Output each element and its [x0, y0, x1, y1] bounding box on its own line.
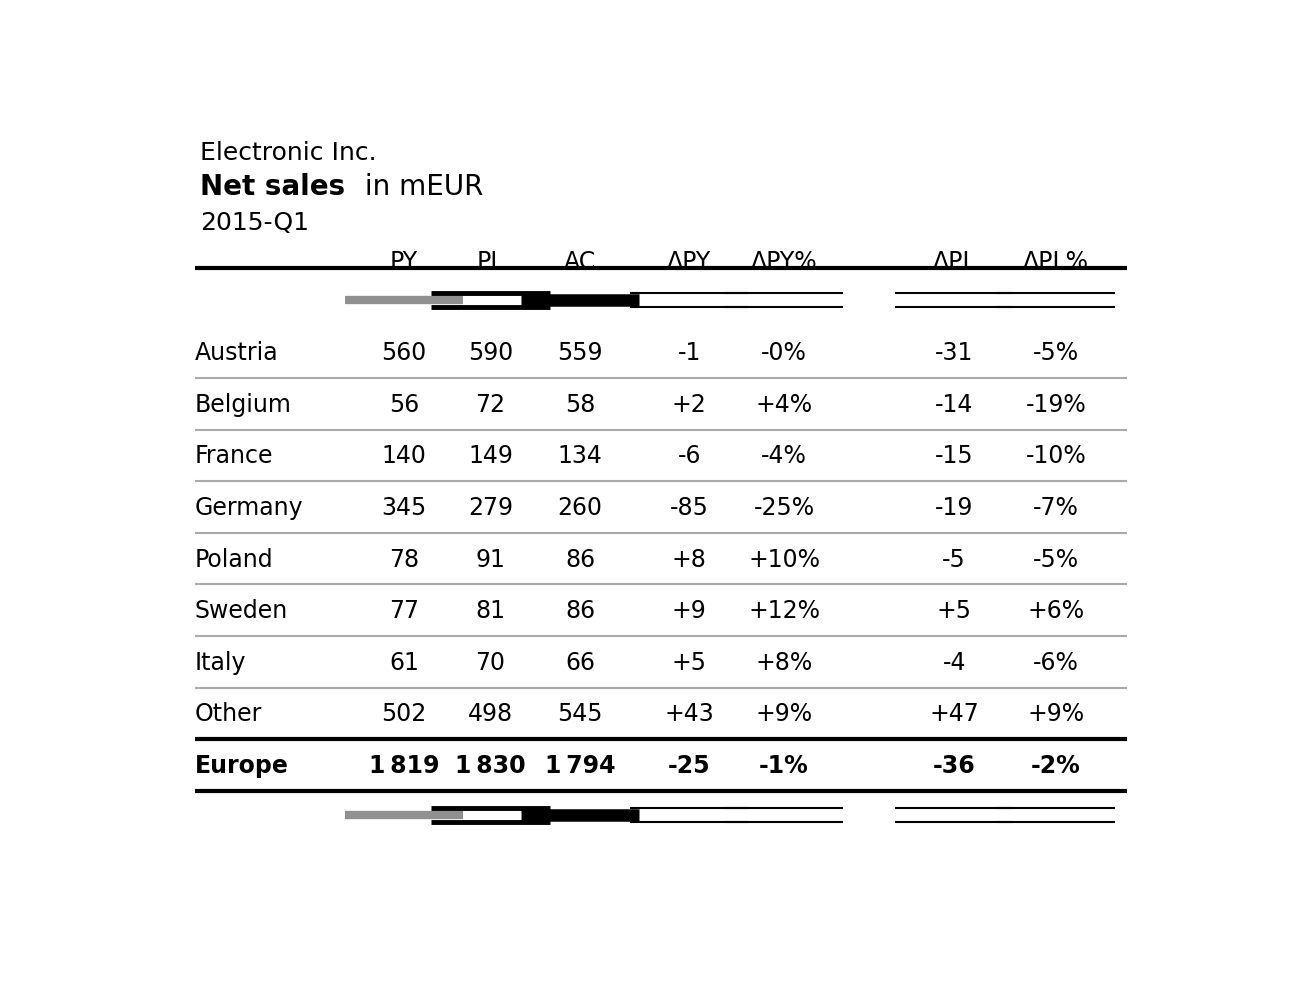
Text: PY: PY — [389, 250, 418, 274]
Text: 66: 66 — [565, 651, 596, 675]
Text: +9%: +9% — [1027, 702, 1085, 726]
Text: ΔPL%: ΔPL% — [1023, 250, 1089, 274]
Text: -19: -19 — [935, 496, 973, 520]
Text: -2%: -2% — [1031, 754, 1081, 778]
Text: 78: 78 — [389, 548, 419, 571]
Text: in mEUR: in mEUR — [356, 172, 484, 201]
Text: 140: 140 — [381, 444, 426, 469]
Text: 502: 502 — [381, 702, 426, 726]
Text: -19%: -19% — [1026, 393, 1086, 417]
Text: -85: -85 — [669, 496, 709, 520]
Text: +4%: +4% — [755, 393, 813, 417]
Text: +6%: +6% — [1027, 599, 1085, 624]
Text: -14: -14 — [935, 393, 973, 417]
Text: 58: 58 — [565, 393, 596, 417]
Text: +9%: +9% — [755, 702, 813, 726]
Text: -4%: -4% — [761, 444, 807, 469]
Text: 86: 86 — [565, 599, 596, 624]
Text: 149: 149 — [468, 444, 513, 469]
Text: +9: +9 — [672, 599, 706, 624]
Text: Italy: Italy — [195, 651, 246, 675]
Text: Germany: Germany — [195, 496, 304, 520]
Text: France: France — [195, 444, 274, 469]
Text: 70: 70 — [476, 651, 505, 675]
Text: Electronic Inc.: Electronic Inc. — [200, 141, 376, 164]
Text: -10%: -10% — [1026, 444, 1086, 469]
Text: ΔPL: ΔPL — [932, 250, 976, 274]
Text: -15: -15 — [935, 444, 973, 469]
Text: Other: Other — [195, 702, 262, 726]
Text: +8: +8 — [672, 548, 706, 571]
Text: +47: +47 — [930, 702, 980, 726]
Text: 590: 590 — [468, 342, 513, 365]
Text: 545: 545 — [558, 702, 604, 726]
Text: -6: -6 — [677, 444, 701, 469]
Text: Austria: Austria — [195, 342, 279, 365]
Text: 86: 86 — [565, 548, 596, 571]
Text: -36: -36 — [932, 754, 976, 778]
Text: 1 819: 1 819 — [368, 754, 439, 778]
Text: -4: -4 — [943, 651, 967, 675]
Text: -1: -1 — [677, 342, 701, 365]
Text: 91: 91 — [476, 548, 505, 571]
Text: +43: +43 — [664, 702, 714, 726]
Text: -25: -25 — [668, 754, 710, 778]
Text: +2: +2 — [672, 393, 706, 417]
Text: Poland: Poland — [195, 548, 274, 571]
Text: 56: 56 — [389, 393, 419, 417]
Text: 72: 72 — [476, 393, 505, 417]
Text: 279: 279 — [468, 496, 513, 520]
Text: 345: 345 — [381, 496, 426, 520]
Text: 2015-Q1: 2015-Q1 — [200, 211, 309, 234]
Text: +10%: +10% — [748, 548, 821, 571]
Text: 559: 559 — [558, 342, 604, 365]
Text: +12%: +12% — [748, 599, 821, 624]
Text: 498: 498 — [468, 702, 513, 726]
Text: Sweden: Sweden — [195, 599, 288, 624]
Text: PL: PL — [477, 250, 504, 274]
Text: 1 830: 1 830 — [455, 754, 526, 778]
Text: -5: -5 — [943, 548, 967, 571]
Text: Net sales: Net sales — [200, 172, 345, 201]
Text: AC: AC — [564, 250, 596, 274]
Text: 560: 560 — [381, 342, 426, 365]
Text: 1 794: 1 794 — [544, 754, 615, 778]
Text: 260: 260 — [558, 496, 602, 520]
Text: Europe: Europe — [195, 754, 289, 778]
Text: ΔPY: ΔPY — [667, 250, 711, 274]
Text: ΔPY%: ΔPY% — [751, 250, 818, 274]
Text: 77: 77 — [389, 599, 419, 624]
Text: -1%: -1% — [759, 754, 809, 778]
Text: +5: +5 — [672, 651, 706, 675]
Text: -6%: -6% — [1034, 651, 1080, 675]
Text: -0%: -0% — [761, 342, 807, 365]
Text: +5: +5 — [936, 599, 972, 624]
Text: 81: 81 — [476, 599, 505, 624]
Text: 61: 61 — [389, 651, 418, 675]
Text: +8%: +8% — [755, 651, 813, 675]
Text: -7%: -7% — [1034, 496, 1080, 520]
Text: 134: 134 — [558, 444, 602, 469]
Text: -5%: -5% — [1034, 548, 1080, 571]
Text: -25%: -25% — [753, 496, 814, 520]
Text: Belgium: Belgium — [195, 393, 292, 417]
Text: -5%: -5% — [1034, 342, 1080, 365]
Text: -31: -31 — [935, 342, 973, 365]
